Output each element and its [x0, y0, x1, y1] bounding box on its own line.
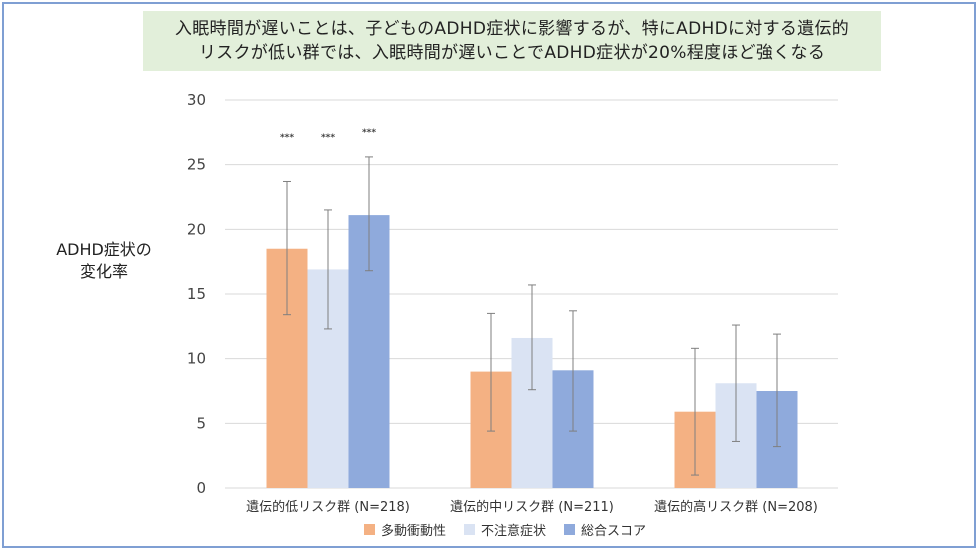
summary-banner: 入眠時間が遅いことは、子どものADHD症状に影響するが、特にADHDに対する遺伝…: [143, 11, 881, 71]
y-tick-label: 15: [187, 285, 206, 303]
y-axis-label-line-1: ADHD症状の: [56, 240, 152, 259]
legend-label: 総合スコア: [581, 523, 647, 539]
y-tick-label: 20: [187, 220, 206, 238]
legend-swatch: [564, 523, 575, 535]
summary-line-1: 入眠時間が遅いことは、子どものADHD症状に影響するが、特にADHDに対する遺伝…: [174, 19, 850, 39]
chart-legend: 多動衝動性 不注意症状 総合スコア: [0, 519, 980, 539]
significance-marker: ***: [362, 128, 376, 138]
legend-item: 多動衝動性: [363, 520, 446, 539]
legend-label: 多動衝動性: [380, 523, 446, 539]
legend-swatch: [363, 523, 375, 535]
significance-marker: ***: [280, 133, 294, 143]
legend-item: 総合スコア: [564, 520, 646, 539]
legend-item: 不注意症状: [463, 520, 546, 539]
x-category-label: 遺伝的高リスク群 (N=208): [654, 499, 818, 515]
legend-swatch: [463, 523, 475, 535]
y-tick-label: 5: [196, 414, 206, 432]
x-category-label: 遺伝的中リスク群 (N=211): [450, 499, 614, 515]
y-tick-label: 25: [187, 156, 206, 174]
y-axis-label: ADHD症状の 変化率: [44, 239, 164, 283]
x-category-label: 遺伝的低リスク群 (N=218): [246, 499, 410, 515]
summary-line-2: リスクが低い群では、入眠時間が遅いことでADHD症状が20%程度ほど強くなる: [198, 43, 826, 63]
y-axis-label-line-2: 変化率: [79, 262, 128, 281]
y-tick-label: 10: [187, 350, 206, 368]
y-tick-label: 30: [187, 91, 206, 109]
significance-marker: ***: [321, 133, 335, 143]
legend-label: 不注意症状: [480, 523, 546, 539]
y-tick-label: 0: [196, 479, 206, 497]
